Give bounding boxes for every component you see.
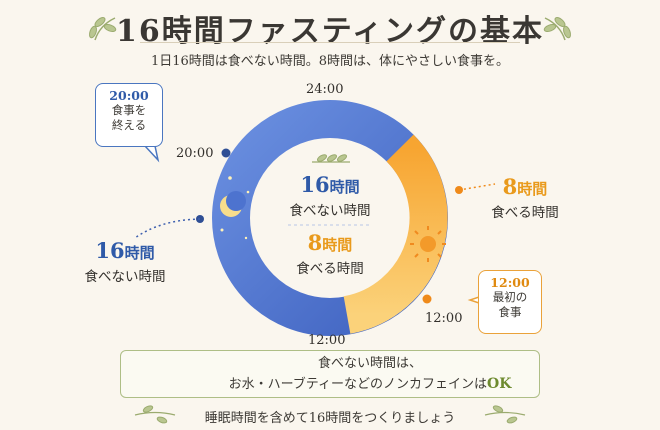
page-title: 16時間ファスティングの基本: [116, 14, 544, 49]
leaf-icon: [89, 17, 117, 41]
bubble-left-line2: 終える: [111, 118, 147, 132]
leaf-icon: [484, 405, 526, 424]
side-eating: 8時間 食べる時間: [470, 174, 580, 221]
side-eat-label: 食べる時間: [491, 205, 559, 221]
note-ok: OK: [487, 376, 512, 392]
leaf-icon: [312, 154, 350, 163]
bubble-right-line1: 最初の: [492, 290, 528, 304]
center-fasting: 16時間 食べない時間: [240, 172, 420, 219]
note-line2: お水・ハーブティーなどのノンカフェインは: [228, 377, 488, 392]
marker-12: [422, 294, 432, 304]
bubble-first-meal: 12:00 最初の 食事: [478, 270, 542, 334]
bubble-right-time: 12:00: [490, 275, 530, 290]
clock-label-top: 24:00: [306, 82, 344, 97]
bubble-end-meal: 20:00 食事を 終える: [95, 83, 163, 147]
note-text: 食べない時間は、 お水・ハーブティーなどのノンカフェインはOK: [210, 354, 530, 395]
side-eat-unit: 時間: [517, 180, 548, 198]
bubble-right-line2: 食事: [498, 305, 522, 319]
bubble-left-line1: 食事を: [111, 103, 147, 117]
leaf-icon: [543, 17, 571, 41]
bubble-tail-left: [143, 145, 160, 163]
center-fast-label: 食べない時間: [289, 203, 371, 219]
leader-left: [134, 218, 201, 239]
center-eat-hours: 8: [307, 230, 323, 255]
sun-icon: [410, 226, 446, 262]
footer-text: 睡眠時間を含めて16時間をつくりましょう: [204, 411, 456, 426]
note-line1: 食べない時間は、: [317, 356, 422, 371]
marker-20: [221, 148, 231, 158]
center-eating: 8時間 食べる時間: [240, 230, 420, 277]
leaf-icon: [134, 405, 176, 424]
clock-label-20: 20:00: [176, 146, 214, 161]
clock-label-12-marker: 12:00: [425, 311, 463, 326]
center-fast-unit: 時間: [329, 178, 360, 196]
side-eat-hours: 8: [502, 174, 518, 199]
side-fasting: 16時間 食べない時間: [70, 238, 180, 285]
bubble-left-time: 20:00: [109, 88, 149, 103]
clock-label-bottom: 12:00: [308, 333, 346, 348]
center-eat-label: 食べる時間: [296, 261, 364, 277]
center-fast-hours: 16: [300, 172, 330, 197]
side-fast-label: 食べない時間: [84, 269, 166, 285]
note-box: [120, 350, 540, 398]
side-fast-unit: 時間: [124, 244, 155, 262]
leader-right: [458, 183, 496, 191]
center-eat-unit: 時間: [322, 236, 353, 254]
moon-icon: [220, 191, 246, 217]
star-icon: [220, 176, 250, 240]
title-divider: [140, 42, 520, 43]
page-subtitle: 1日16時間は食べない時間。8時間は、体にやさしい食事を。: [150, 54, 510, 69]
side-fast-hours: 16: [95, 238, 125, 263]
